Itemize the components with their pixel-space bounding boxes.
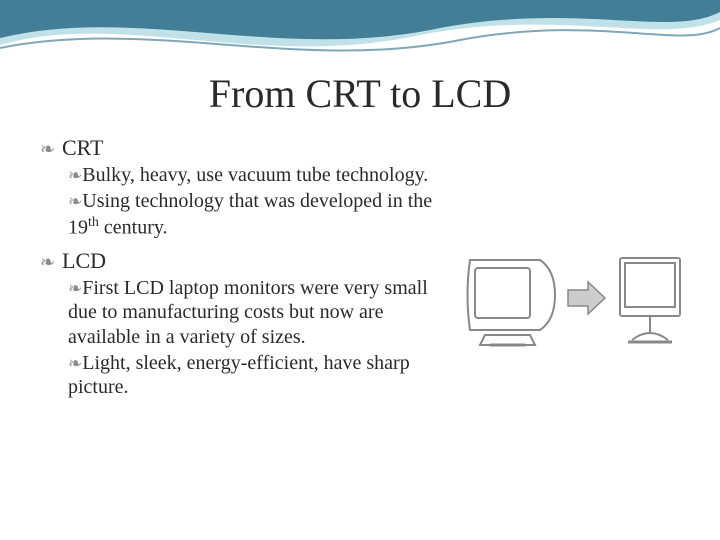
heading-text: LCD <box>62 248 106 273</box>
item-text-after: century. <box>99 216 168 238</box>
list-item: ❧Light, sleek, energy-efficient, have sh… <box>68 351 448 400</box>
ordinal-sup: th <box>88 215 99 230</box>
bullet-icon: ❧ <box>68 192 82 211</box>
list-item: ❧Using technology that was developed in … <box>68 189 448 239</box>
bullet-icon: ❧ <box>68 354 82 373</box>
item-text: Light, sleek, energy-efficient, have sha… <box>68 352 410 398</box>
section-heading-crt: ❧CRT <box>40 135 680 161</box>
heading-text: CRT <box>62 135 103 160</box>
bullet-icon: ❧ <box>40 252 62 273</box>
bullet-icon: ❧ <box>40 139 62 160</box>
bullet-icon: ❧ <box>68 166 82 185</box>
crt-to-lcd-illustration <box>460 240 690 360</box>
item-text: Bulky, heavy, use vacuum tube technology… <box>82 164 428 186</box>
crt-monitor-icon <box>468 260 556 345</box>
arrow-right-icon <box>568 282 605 314</box>
bullet-icon: ❧ <box>68 279 82 298</box>
list-item: ❧Bulky, heavy, use vacuum tube technolog… <box>68 163 448 187</box>
list-item: ❧First LCD laptop monitors were very sma… <box>68 276 448 349</box>
lcd-monitor-icon <box>620 258 680 342</box>
item-text: First LCD laptop monitors were very smal… <box>68 277 428 348</box>
page-title: From CRT to LCD <box>40 70 680 117</box>
